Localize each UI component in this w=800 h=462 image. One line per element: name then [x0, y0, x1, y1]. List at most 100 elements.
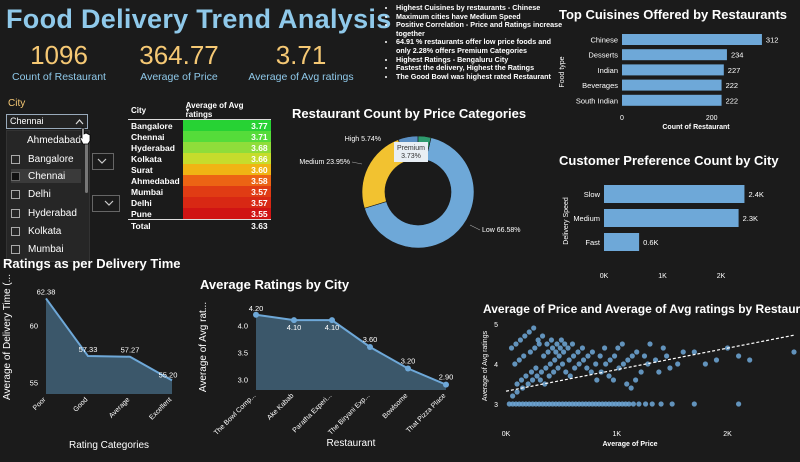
data-label: High 5.74%: [345, 136, 381, 143]
scatter-point: [562, 341, 568, 347]
area-fill: [46, 298, 172, 394]
scatter-point: [594, 377, 600, 383]
scatter-point: [518, 377, 525, 383]
slicer-item-hyderabad[interactable]: Hyderabad: [11, 206, 77, 220]
scatter-point: [607, 357, 613, 363]
scatter-point: [791, 349, 797, 355]
category-label: Slow: [584, 190, 601, 199]
slicer-item-label: Delhi: [28, 188, 51, 200]
data-point: [443, 381, 449, 388]
scatter-point: [634, 349, 640, 355]
scatter-point: [567, 373, 573, 379]
table-row: Surat 3.60: [128, 164, 271, 175]
delivery-chart-title: Customer Preference Count by City: [559, 153, 779, 168]
slicer-scrollbar[interactable]: [85, 133, 88, 193]
slicer-item-bangalore[interactable]: Bangalore: [11, 152, 74, 166]
data-label: 222: [726, 81, 739, 90]
ratings-city-area-chart: 4.20 The Bowl Comp... 4.10 Ake Kabab 4.10 Par…: [198, 302, 453, 449]
insight-item: Highest Cuisines by restaurants - Chines…: [396, 3, 566, 13]
cuisines-bar-chart: Chinese 312 Desserts 234 Indian 227 Beverages 2…: [559, 34, 778, 131]
category-label: Desserts: [588, 51, 618, 60]
city-ratings-table: City Average of Avg ratings ▼ Bangalore 3.…: [128, 101, 271, 231]
category-label: Chinese: [590, 36, 618, 45]
checkbox[interactable]: [11, 208, 20, 218]
scatter-point: [514, 381, 520, 387]
x-tick-label: Average: [108, 396, 131, 419]
trend-line: [505, 334, 795, 392]
scatter-point: [559, 361, 566, 367]
scatter-point: [557, 345, 563, 351]
kpi-value: 364.77: [139, 40, 219, 70]
table-cell-city: Bangalore: [131, 120, 173, 131]
checkbox[interactable]: [11, 189, 20, 199]
slicer-item-delhi[interactable]: Delhi: [11, 187, 51, 201]
scatter-point: [545, 349, 551, 355]
scatter-point: [601, 345, 608, 351]
bar: [604, 233, 640, 251]
checkbox[interactable]: [11, 154, 20, 164]
table-row: Chennai 3.71: [128, 131, 271, 142]
city-slicer-list[interactable]: Ahmedabad Bangalore Chennai Delhi Hydera…: [6, 130, 90, 262]
bar: [622, 79, 722, 91]
city-slicer-dropdown[interactable]: Chennai: [6, 114, 88, 129]
data-point: [253, 311, 259, 318]
slicer-ghost-box: [92, 195, 120, 212]
scatter-point: [531, 325, 537, 331]
scatter-point: [645, 361, 651, 367]
scatter-point: [615, 345, 621, 351]
table-header-label: Average of Avg ratings: [185, 101, 244, 119]
scatter-point: [525, 381, 531, 387]
scatter-point: [526, 329, 532, 335]
scatter-point: [547, 361, 553, 367]
x-tick-label: Ake Kabab: [266, 392, 295, 421]
checkbox[interactable]: [11, 226, 20, 236]
slicer-item-label: Chennai: [28, 170, 66, 182]
x-tick-label: 1K: [658, 273, 667, 280]
scatter-point: [580, 357, 587, 363]
data-label: 3.60: [363, 335, 378, 344]
scatter-point: [667, 365, 673, 371]
scatter-point: [642, 401, 649, 407]
bar: [622, 34, 762, 45]
checkbox-checked[interactable]: [11, 171, 20, 181]
y-tick-label: 3: [494, 402, 498, 409]
category-label: Beverages: [582, 81, 618, 90]
scatter-point: [555, 365, 561, 371]
data-label: 227: [728, 66, 741, 75]
x-axis-title: Rating Categories: [69, 440, 149, 451]
x-tick-label: Poor: [32, 396, 48, 412]
city-slicer-label: City: [8, 98, 26, 109]
scatter-point: [517, 337, 523, 343]
checkbox[interactable]: [11, 244, 20, 254]
scatter-point: [533, 365, 539, 371]
scatter-point: [652, 357, 659, 363]
table-cell-rating: 3.68: [182, 142, 271, 153]
scatter-point: [610, 377, 617, 383]
kpi-restaurant-count: 1096 Count of Restaurant: [0, 40, 118, 83]
scatter-point: [548, 337, 555, 343]
scatter-point: [619, 341, 625, 347]
x-tick-label: 2K: [717, 273, 726, 280]
slicer-item-chennai[interactable]: Chennai: [11, 169, 81, 183]
y-tick-label: 5: [494, 322, 498, 329]
insight-item: Positive Correlation - Price and Ratings…: [396, 20, 566, 38]
x-tick-label: Paratha Experi...: [292, 392, 334, 434]
scatter-point: [549, 345, 556, 351]
scatter-point: [563, 369, 569, 375]
slicer-item-mumbai[interactable]: Mumbai: [11, 242, 64, 256]
scatter-point: [660, 345, 666, 351]
x-axis-title: Restaurant: [327, 438, 376, 449]
scatter-point: [664, 353, 670, 359]
slicer-item-ahmedabad[interactable]: Ahmedabad: [27, 133, 81, 147]
slicer-item-kolkata[interactable]: Kolkata: [11, 224, 61, 238]
slicer-item-label: Mumbai: [28, 243, 64, 255]
dashboard-title: Food Delivery Trend Analysis: [6, 4, 392, 34]
table-header-rating[interactable]: Average of Avg ratings ▼: [182, 101, 271, 120]
ratings-delivery-area-chart: 62.38 Poor 57.33 Good 57.27 Average 55.20 Excel…: [2, 274, 177, 451]
table-cell-rating: 3.57: [182, 186, 271, 197]
insight-item: Maximum cities have Medium Speed: [396, 12, 566, 22]
category-label: South Indian: [576, 96, 618, 105]
cursor-hand-icon: [79, 127, 91, 145]
table-header-city[interactable]: City: [128, 101, 183, 120]
